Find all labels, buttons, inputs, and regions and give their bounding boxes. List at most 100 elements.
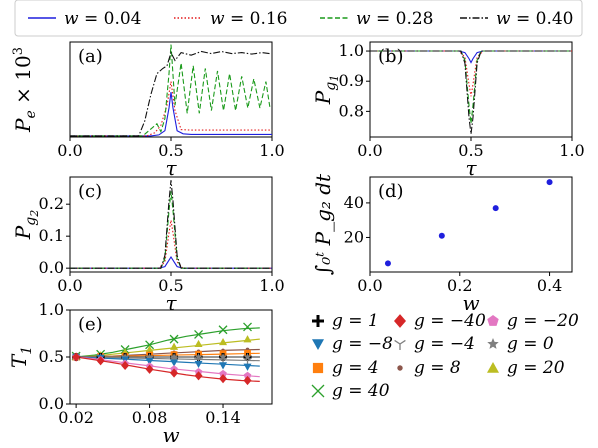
y-tick-label: 0.1 — [39, 226, 64, 245]
x-tick-label: 1.0 — [259, 276, 284, 295]
legend-marker-8 — [397, 365, 403, 371]
series-line-4 — [70, 180, 272, 269]
series-line-1 — [70, 92, 272, 137]
x-tick-label: 1.0 — [559, 141, 584, 160]
legend-label-10: g = 40 — [332, 381, 390, 401]
data-marker — [219, 374, 228, 384]
y-axis-label: Pe × 103 — [11, 47, 39, 133]
data-marker — [219, 337, 228, 346]
y-tick-label: 0.9 — [339, 71, 364, 90]
data-marker — [194, 360, 203, 369]
panel-e: 0.02 0.08 0.14 0.0 0.5 1.0 (e) w T1 — [7, 300, 273, 447]
legend-label-1: w = 0.04 — [64, 9, 141, 29]
data-marker — [170, 368, 179, 378]
x-tick-label: 1.0 — [259, 141, 284, 160]
x-axis-label: w — [162, 423, 179, 447]
y-label-sub: g — [23, 217, 39, 226]
y-tick-label: 0.0 — [39, 258, 64, 277]
series-line-4 — [70, 50, 271, 137]
data-marker — [145, 340, 155, 350]
x-axis-label: τ — [465, 156, 477, 180]
fit-curve-1 — [76, 327, 260, 358]
data-marker — [96, 356, 105, 366]
top-legend-frame — [14, 0, 583, 37]
data-marker — [145, 364, 154, 374]
y-tick-label: 0.0 — [39, 394, 64, 413]
y-label-subsub: 2 — [28, 210, 41, 218]
legend-marker-3 — [487, 315, 499, 326]
y-label-sub: g — [323, 82, 339, 91]
y-label-main: P — [11, 225, 35, 240]
x-tick-label: 0.5 — [158, 141, 183, 160]
legend-val: 0.40 — [536, 9, 574, 29]
legend-label-7: g = 4 — [332, 358, 379, 378]
legend-marker-9 — [487, 362, 499, 373]
legend-eq: = — [225, 9, 250, 29]
fit-curve-8 — [76, 356, 260, 367]
fit-curve-7 — [76, 356, 260, 362]
data-marker — [194, 371, 203, 381]
data-marker — [243, 371, 252, 380]
legend-label-4: g = −8 — [332, 334, 393, 354]
y-label-main: T — [7, 353, 31, 368]
scatter-point — [384, 260, 391, 267]
fit-curve-9 — [76, 356, 260, 378]
top-legend: w = 0.04 w = 0.16 w = 0.28 w = 0.40 — [14, 0, 583, 37]
legend-marker-10 — [311, 384, 325, 398]
legend-eq: = — [79, 9, 104, 29]
y-tick-label: 0.2 — [39, 194, 64, 213]
y-label-main: P — [311, 90, 335, 105]
legend-label-8: g = 8 — [414, 358, 461, 378]
legend-marker-1 — [312, 315, 324, 327]
legend-val: 0.04 — [104, 9, 142, 29]
x-tick-label: 0.02 — [58, 408, 94, 427]
bottom-legend: g = 1 g = −40 g = −20 g = −8 g = −4 g = 0 g = … — [311, 311, 579, 401]
legend-var: w — [496, 9, 511, 29]
legend-marker-7 — [312, 362, 324, 374]
x-tick-label: 0.0 — [57, 276, 82, 295]
x-tick-label: 0.2 — [447, 276, 472, 295]
data-marker — [194, 339, 203, 348]
data-marker — [219, 369, 227, 378]
x-tick-label: 0.08 — [132, 408, 168, 427]
x-tick-label: 0.4 — [537, 276, 562, 295]
data-marker — [218, 325, 228, 335]
x-axis-label: τ — [165, 156, 177, 180]
y-tick-label: 0.5 — [39, 347, 64, 366]
panel-b: 0.0 0.5 1.0 0.8 0.9 1.0 (b) τ Pg1 — [311, 41, 585, 180]
y-label-suffix: × 10 — [11, 55, 35, 110]
x-tick-label: 0.14 — [205, 408, 241, 427]
data-marker — [170, 342, 179, 350]
scatter-point — [438, 232, 445, 239]
data-marker — [170, 359, 179, 367]
legend-val: 0.16 — [250, 9, 288, 29]
data-marker — [243, 353, 252, 361]
data-marker — [243, 335, 252, 343]
y-tick-label: 40 — [344, 193, 364, 212]
series-line-3 — [70, 44, 271, 137]
y-tick-label: 20 — [344, 227, 364, 246]
legend-label-3: g = −20 — [507, 311, 579, 331]
panel-label: (d) — [378, 181, 404, 202]
legend-var: w — [210, 9, 225, 29]
y-axis-label: Pg1 — [311, 75, 341, 105]
panel-label: (a) — [78, 46, 103, 67]
legend-label-1: g = 1 — [332, 311, 379, 331]
legend-label-9: g = 20 — [507, 358, 565, 378]
x-axis-label: τ — [165, 291, 177, 315]
fit-curve-10 — [76, 356, 260, 382]
series-line-2 — [370, 50, 572, 97]
y-label-main: P — [11, 118, 35, 133]
legend-label-3: w = 0.28 — [356, 9, 433, 29]
series-line-4 — [370, 50, 572, 135]
panel-label: (b) — [378, 46, 404, 67]
legend-label-2: w = 0.16 — [210, 9, 287, 29]
y-label-sub: 1 — [19, 346, 35, 355]
legend-marker-5 — [394, 339, 406, 350]
series-line-2 — [70, 220, 272, 269]
series-line-2 — [70, 81, 272, 137]
series-line-1 — [70, 255, 272, 269]
panel-label: (c) — [78, 181, 102, 202]
axes-frame — [369, 176, 573, 273]
